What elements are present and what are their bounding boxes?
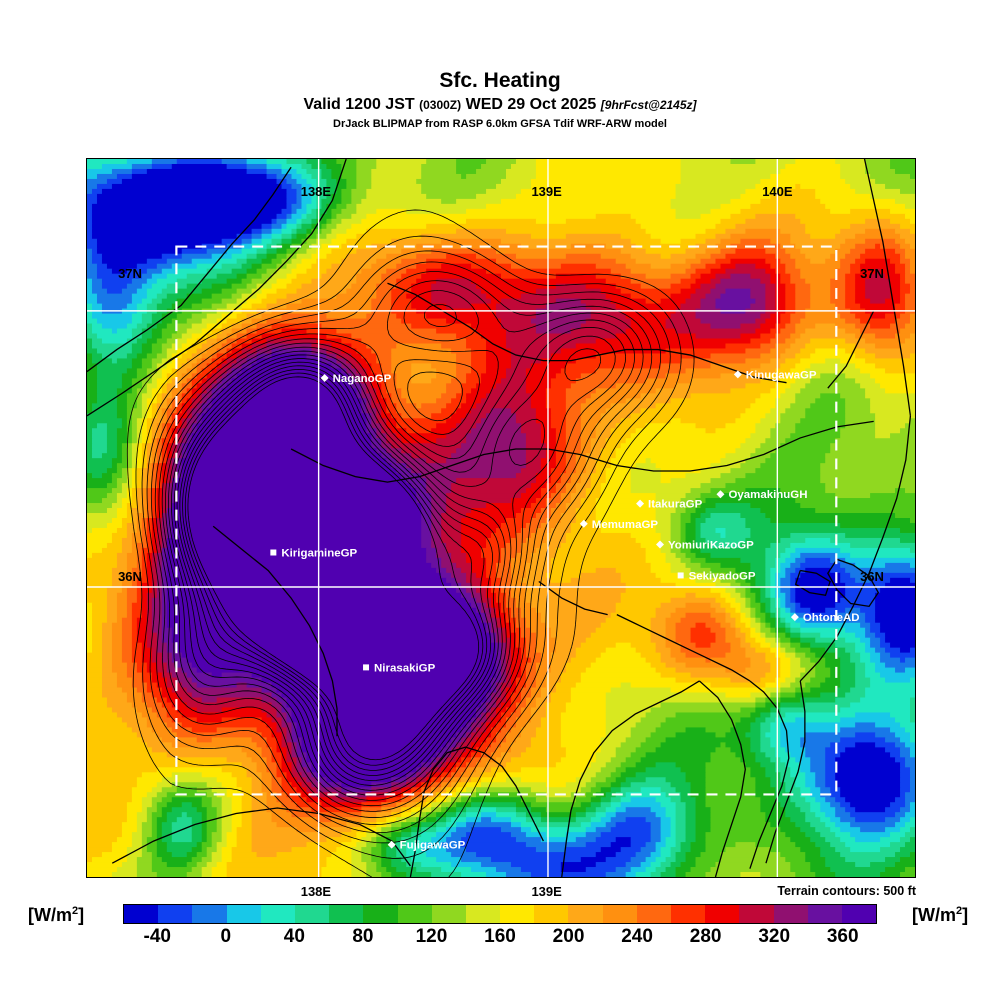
longitude-label-top: 138E — [300, 184, 332, 199]
terrain-contour-note: Terrain contours: 500 ft — [777, 884, 916, 898]
colorbar-swatch — [158, 905, 193, 923]
forecast-tag: [9hrFcst@2145z] — [600, 98, 697, 112]
colorbar-swatch — [671, 905, 706, 923]
station-label: KirigamineGP — [281, 547, 357, 559]
valid-prefix: Valid 1200 JST — [303, 96, 415, 113]
station-marker[interactable] — [387, 840, 396, 849]
station-marker[interactable] — [716, 490, 725, 499]
station-marker[interactable] — [320, 374, 329, 382]
colorbar-swatch — [500, 905, 535, 923]
unit-text-left: [W/m — [28, 905, 72, 925]
unit-close-left: ] — [78, 905, 85, 925]
colorbar[interactable] — [123, 904, 877, 924]
colorbar-swatch — [431, 905, 466, 923]
colorbar-tick-label: 200 — [552, 926, 585, 947]
colorbar-tick-label: 160 — [484, 926, 516, 947]
colorbar-swatch — [192, 905, 227, 923]
colorbar-swatch — [807, 905, 842, 923]
station-marker[interactable] — [270, 549, 277, 556]
colorbar-tick-label: 240 — [621, 926, 653, 947]
colorbar-swatch — [841, 905, 877, 923]
colorbar-swatch — [294, 905, 330, 923]
colorbar-swatch — [260, 905, 295, 923]
colorbar-swatch — [329, 905, 364, 923]
colorbar-tick-label: -40 — [143, 926, 171, 947]
map-canvas[interactable]: NaganoGP KinugawaGP OyamakinuGH ItakuraGP Me… — [87, 159, 915, 877]
station-label: KinugawaGP — [746, 369, 817, 381]
unit-exp-right: 2 — [956, 905, 963, 917]
model-domain-box — [175, 245, 838, 796]
latitude-label: 36N — [118, 568, 142, 584]
colorbar-tick-label: 280 — [689, 926, 722, 947]
colorbar-tick-label: 120 — [415, 926, 448, 947]
station-marker[interactable] — [790, 613, 799, 622]
colorbar-swatch — [602, 905, 637, 923]
colorbar-swatch — [465, 905, 501, 923]
station-label: NirasakiGP — [374, 662, 436, 674]
station-label: YomiuriKazoGP — [668, 540, 754, 552]
station-label: NaganoGP — [333, 373, 392, 385]
station-marker[interactable] — [579, 519, 588, 528]
colorbar-tick-label: 360 — [826, 926, 859, 947]
longitude-label-bottom: 138E — [300, 884, 332, 899]
station-label: OhtoneAD — [803, 612, 860, 624]
longitude-label-top: 139E — [531, 184, 562, 199]
colorbar-swatch — [568, 905, 603, 923]
colorbar-tick-label: 0 — [220, 926, 232, 947]
colorbar-tick-label: 80 — [352, 926, 374, 947]
station-label: SekiyadoGP — [689, 570, 756, 582]
graticule-layer — [87, 159, 915, 877]
model-line: DrJack BLIPMAP from RASP 6.0km GFSA Tdif… — [333, 118, 667, 130]
unit-close-right: ] — [962, 905, 969, 925]
coastline-layer — [87, 159, 912, 877]
longitude-label-top: 140E — [762, 184, 793, 199]
map-panel[interactable]: NaganoGP KinugawaGP OyamakinuGH ItakuraGP Me… — [86, 158, 916, 878]
colorbar-swatch — [226, 905, 261, 923]
station-marker[interactable] — [656, 540, 665, 549]
page-title: Sfc. Heating — [439, 69, 561, 92]
valid-time-line: Valid 1200 JST (0300Z) WED 29 Oct 2025 [… — [0, 95, 1000, 115]
station-label: MemumaGP — [592, 519, 659, 531]
colorbar-unit-left: [W/m2] — [28, 905, 84, 926]
colorbar-swatch — [397, 905, 432, 923]
longitude-label-bottom: 139E — [531, 884, 562, 899]
colorbar-swatch — [773, 905, 808, 923]
colorbar-tick-label: 320 — [758, 926, 791, 947]
colorbar-swatch — [705, 905, 740, 923]
valid-utc: (0300Z) — [419, 98, 462, 112]
station-marker[interactable] — [363, 664, 370, 671]
latitude-label: 36N — [860, 568, 884, 584]
station-layer[interactable]: NaganoGP KinugawaGP OyamakinuGH ItakuraGP Me… — [270, 369, 860, 852]
station-label: OyamakinuGH — [728, 489, 807, 501]
unit-text-right: [W/m — [912, 905, 956, 925]
latitude-label: 37N — [860, 266, 884, 282]
colorbar-swatch — [124, 905, 159, 923]
colorbar-swatch — [534, 905, 569, 923]
station-marker[interactable] — [677, 572, 684, 579]
title-block: Sfc. Heating Valid 1200 JST (0300Z) WED … — [0, 70, 1000, 131]
colorbar-swatch — [363, 905, 398, 923]
unit-exp-left: 2 — [72, 905, 79, 917]
valid-date: WED 29 Oct 2025 — [465, 96, 597, 113]
station-label: FujigawaGP — [400, 840, 466, 852]
colorbar-swatch — [739, 905, 774, 923]
latitude-label: 37N — [118, 266, 142, 282]
colorbar-swatch — [636, 905, 671, 923]
colorbar-unit-right: [W/m2] — [912, 905, 968, 926]
colorbar-tick-label: 40 — [283, 926, 305, 947]
station-label: ItakuraGP — [648, 499, 703, 511]
